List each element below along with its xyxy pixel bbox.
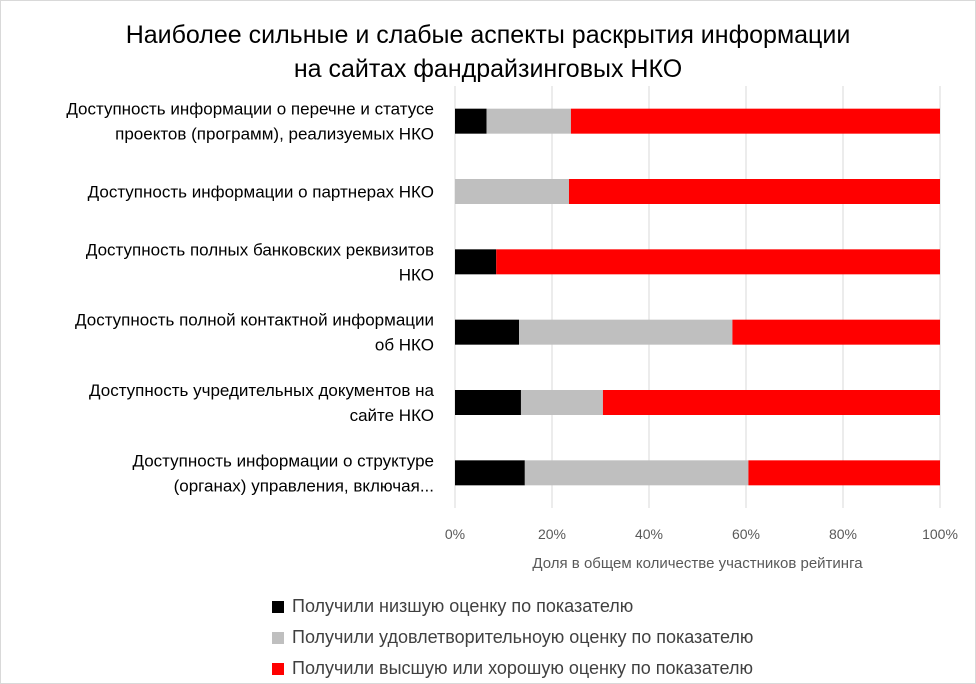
category-label: (органах) управления, включая...: [174, 476, 434, 495]
category-label: Доступность информации о перечне и стату…: [66, 100, 434, 119]
x-axis-title: Доля в общем количестве участников рейти…: [532, 555, 863, 572]
bar-segment: [568, 179, 940, 204]
category-label: об НКО: [375, 336, 434, 355]
legend-item-satisfactory: Получили удовлетворительноую оценку по п…: [272, 622, 753, 653]
legend-swatch-high: [272, 662, 284, 675]
category-label: Доступность учредительных документов на: [89, 381, 434, 400]
chart-title-line-1: Наиболее сильные и слабые аспекты раскры…: [125, 21, 851, 49]
legend-item-high: Получили высшую или хорошую оценку по по…: [272, 653, 753, 684]
bar-segment: [455, 249, 497, 275]
category-label: Доступность информации о партнерах НКО: [88, 183, 434, 202]
bar-segment: [486, 108, 571, 134]
bar-segment: [455, 390, 521, 415]
bar-segment: [496, 249, 940, 275]
x-tick-label: 20%: [538, 526, 566, 542]
category-label: НКО: [399, 265, 434, 284]
x-tick-label: 80%: [829, 526, 857, 542]
bar-segment: [570, 108, 940, 134]
bar-segment: [455, 108, 487, 134]
legend-label-high: Получили высшую или хорошую оценку по по…: [292, 658, 753, 678]
legend-item-lowest: Получили низшую оценку по показателю: [272, 591, 753, 622]
bar-segment: [524, 460, 749, 486]
bar-segment: [748, 460, 940, 486]
category-label: Доступность полной контактной информации: [75, 311, 434, 330]
bar-segment: [602, 390, 940, 415]
bar-segment: [455, 319, 520, 345]
chart-title-line-2: на сайтах фандрайзинговых НКО: [293, 55, 683, 83]
bar-segment: [519, 319, 733, 345]
x-tick-label: 100%: [922, 526, 958, 542]
category-label: Доступность полных банковских реквизитов: [86, 240, 434, 259]
category-label: Доступность информации о структуре: [133, 451, 434, 470]
legend-label-satisfactory: Получили удовлетворительноую оценку по п…: [292, 627, 754, 647]
bar-segment: [520, 390, 603, 415]
bar-segment: [732, 319, 940, 345]
category-label: проектов (программ), реализуемых НКО: [115, 125, 434, 144]
bar-segment: [455, 460, 525, 486]
legend: Получили низшую оценку по показателю Пол…: [272, 591, 753, 684]
legend-swatch-satisfactory: [272, 631, 284, 644]
x-tick-label: 40%: [635, 526, 663, 542]
x-tick-label: 0%: [445, 526, 465, 542]
category-label: сайте НКО: [350, 406, 434, 425]
bar-segment: [455, 179, 569, 204]
legend-label-lowest: Получили низшую оценку по показателю: [292, 596, 634, 616]
legend-swatch-lowest: [272, 600, 284, 613]
chart-title: Наиболее сильные и слабые аспекты раскры…: [0, 18, 976, 86]
x-tick-label: 60%: [732, 526, 760, 542]
